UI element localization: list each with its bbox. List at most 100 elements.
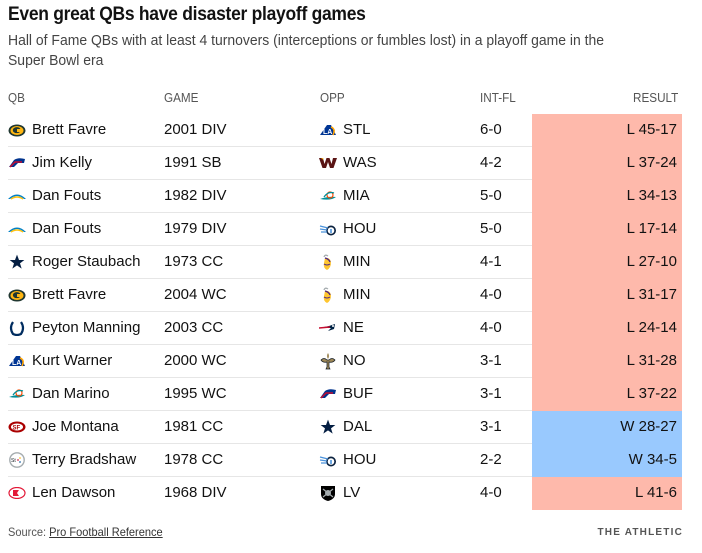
opponent-cell: NO	[319, 345, 366, 377]
source-note: Source: Pro Football Reference	[8, 525, 163, 539]
qb-cell: Dan Fouts	[8, 180, 101, 212]
result-cell: L 37-24	[532, 147, 682, 180]
opponent-cell: MIN	[319, 246, 371, 278]
table-row: Len Dawson 1968 DIV LV 4-0 L 41-6	[8, 477, 682, 510]
table-row: Dan Fouts 1982 DIV MIA 5-0 L 34-13	[8, 180, 682, 213]
svg-text:St: St	[11, 458, 16, 464]
qb-cell: SF Joe Montana	[8, 411, 119, 443]
brand-logo: THE ATHLETIC	[597, 527, 683, 538]
cowboys-logo-icon	[8, 254, 26, 269]
game-cell: 1991 SB	[164, 154, 222, 171]
result-cell: L 31-17	[532, 279, 682, 312]
opponent-cell: HOU	[319, 213, 376, 245]
opponent-abbr: BUF	[343, 385, 373, 402]
colts-logo-icon	[8, 321, 26, 336]
table-row: Peyton Manning 2003 CC NE 4-0 L 24-14	[8, 312, 682, 345]
opponent-abbr: MIN	[343, 286, 371, 303]
vikings-logo-icon	[319, 287, 337, 303]
game-cell: 1982 DIV	[164, 187, 227, 204]
int-fl-cell: 4-0	[480, 484, 502, 501]
opponent-abbr: NE	[343, 319, 364, 336]
game-cell: 1995 WC	[164, 385, 227, 402]
opponent-abbr: WAS	[343, 154, 377, 171]
qb-cell: Dan Marino	[8, 378, 110, 410]
qb-name: Dan Marino	[32, 385, 110, 402]
chargers-logo-icon	[8, 222, 26, 236]
opponent-cell: DAL	[319, 411, 372, 443]
result-cell: L 31-28	[532, 345, 682, 378]
qb-name: Dan Fouts	[32, 220, 102, 237]
game-cell: 1968 DIV	[164, 484, 227, 501]
game-cell: 2000 WC	[164, 352, 227, 369]
titans-logo-icon	[319, 453, 337, 467]
opponent-abbr: DAL	[343, 418, 373, 435]
int-fl-cell: 4-1	[480, 253, 502, 270]
result-cell: L 45-17	[532, 114, 682, 147]
result-cell: L 41-6	[532, 477, 682, 510]
int-fl-cell: 3-1	[480, 385, 502, 402]
game-cell: 1979 DIV	[164, 220, 227, 237]
chargers-logo-icon	[8, 189, 26, 203]
svg-text:LA: LA	[323, 129, 332, 136]
commanders-logo-icon	[319, 156, 337, 170]
qb-cell: Dan Fouts	[8, 213, 101, 245]
result-cell: L 34-13	[532, 180, 682, 213]
qb-name: Roger Staubach	[32, 253, 141, 270]
game-cell: 1981 CC	[164, 418, 224, 435]
qb-cell: Jim Kelly	[8, 147, 92, 179]
table-row: Jim Kelly 1991 SB WAS 4-2 L 37-24	[8, 147, 682, 180]
int-fl-cell: 6-0	[480, 121, 502, 138]
qb-name: Kurt Warner	[32, 352, 113, 369]
raiders-logo-icon	[319, 485, 337, 501]
column-header-game: GAME	[164, 90, 199, 105]
qb-cell: Len Dawson	[8, 477, 115, 509]
rams-logo-icon: LA	[8, 354, 26, 368]
steelers-logo-icon: St	[8, 452, 26, 468]
qb-cell: LA Kurt Warner	[8, 345, 112, 377]
game-cell: 2004 WC	[164, 286, 227, 303]
dolphins-logo-icon	[319, 189, 337, 203]
int-fl-cell: 4-2	[480, 154, 502, 171]
bills-logo-icon	[319, 387, 337, 401]
qb-cell: St Terry Bradshaw	[8, 444, 136, 476]
column-header-int-fl: INT-FL	[480, 90, 516, 105]
svg-text:LA: LA	[12, 360, 21, 367]
qb-name: Brett Favre	[32, 286, 107, 303]
qb-name: Joe Montana	[32, 418, 119, 435]
opponent-abbr: MIA	[343, 187, 370, 204]
qb-cell: Roger Staubach	[8, 246, 140, 278]
game-cell: 2003 CC	[164, 319, 224, 336]
opponent-abbr: NO	[343, 352, 366, 369]
opponent-abbr: STL	[343, 121, 371, 138]
opponent-cell: WAS	[319, 147, 377, 179]
opponent-cell: LV	[319, 477, 360, 509]
qb-name: Peyton Manning	[32, 319, 141, 336]
qb-name: Jim Kelly	[32, 154, 93, 171]
packers-logo-icon	[8, 288, 26, 302]
table-row: St Terry Bradshaw 1978 CC HOU 2-2 W 34-5	[8, 444, 682, 477]
opponent-abbr: MIN	[343, 253, 371, 270]
column-header-opp: OPP	[320, 90, 345, 105]
opponent-cell: BUF	[319, 378, 373, 410]
int-fl-cell: 3-1	[480, 418, 502, 435]
int-fl-cell: 4-0	[480, 286, 502, 303]
opponent-cell: NE	[319, 312, 364, 344]
int-fl-cell: 2-2	[480, 451, 502, 468]
int-fl-cell: 3-1	[480, 352, 502, 369]
table-row: Roger Staubach 1973 CC MIN 4-1 L 27-10	[8, 246, 682, 279]
source-link[interactable]: Pro Football Reference	[49, 525, 163, 539]
game-cell: 1973 CC	[164, 253, 224, 270]
chiefs-logo-icon	[8, 486, 26, 500]
int-fl-cell: 4-0	[480, 319, 502, 336]
result-cell: L 37-22	[532, 378, 682, 411]
qb-name: Brett Favre	[32, 121, 107, 138]
table-row: Dan Fouts 1979 DIV HOU 5-0 L 17-14	[8, 213, 682, 246]
table-row: Brett Favre 2001 DIV LA STL 6-0 L 45-17	[8, 114, 682, 147]
opponent-cell: MIN	[319, 279, 371, 311]
qb-cell: Brett Favre	[8, 279, 106, 311]
opponent-abbr: HOU	[343, 220, 377, 237]
result-cell: L 24-14	[532, 312, 682, 345]
opponent-abbr: HOU	[343, 451, 377, 468]
table-row: Dan Marino 1995 WC BUF 3-1 L 37-22	[8, 378, 682, 411]
chart-subtitle: Hall of Fame QBs with at least 4 turnove…	[8, 32, 604, 69]
